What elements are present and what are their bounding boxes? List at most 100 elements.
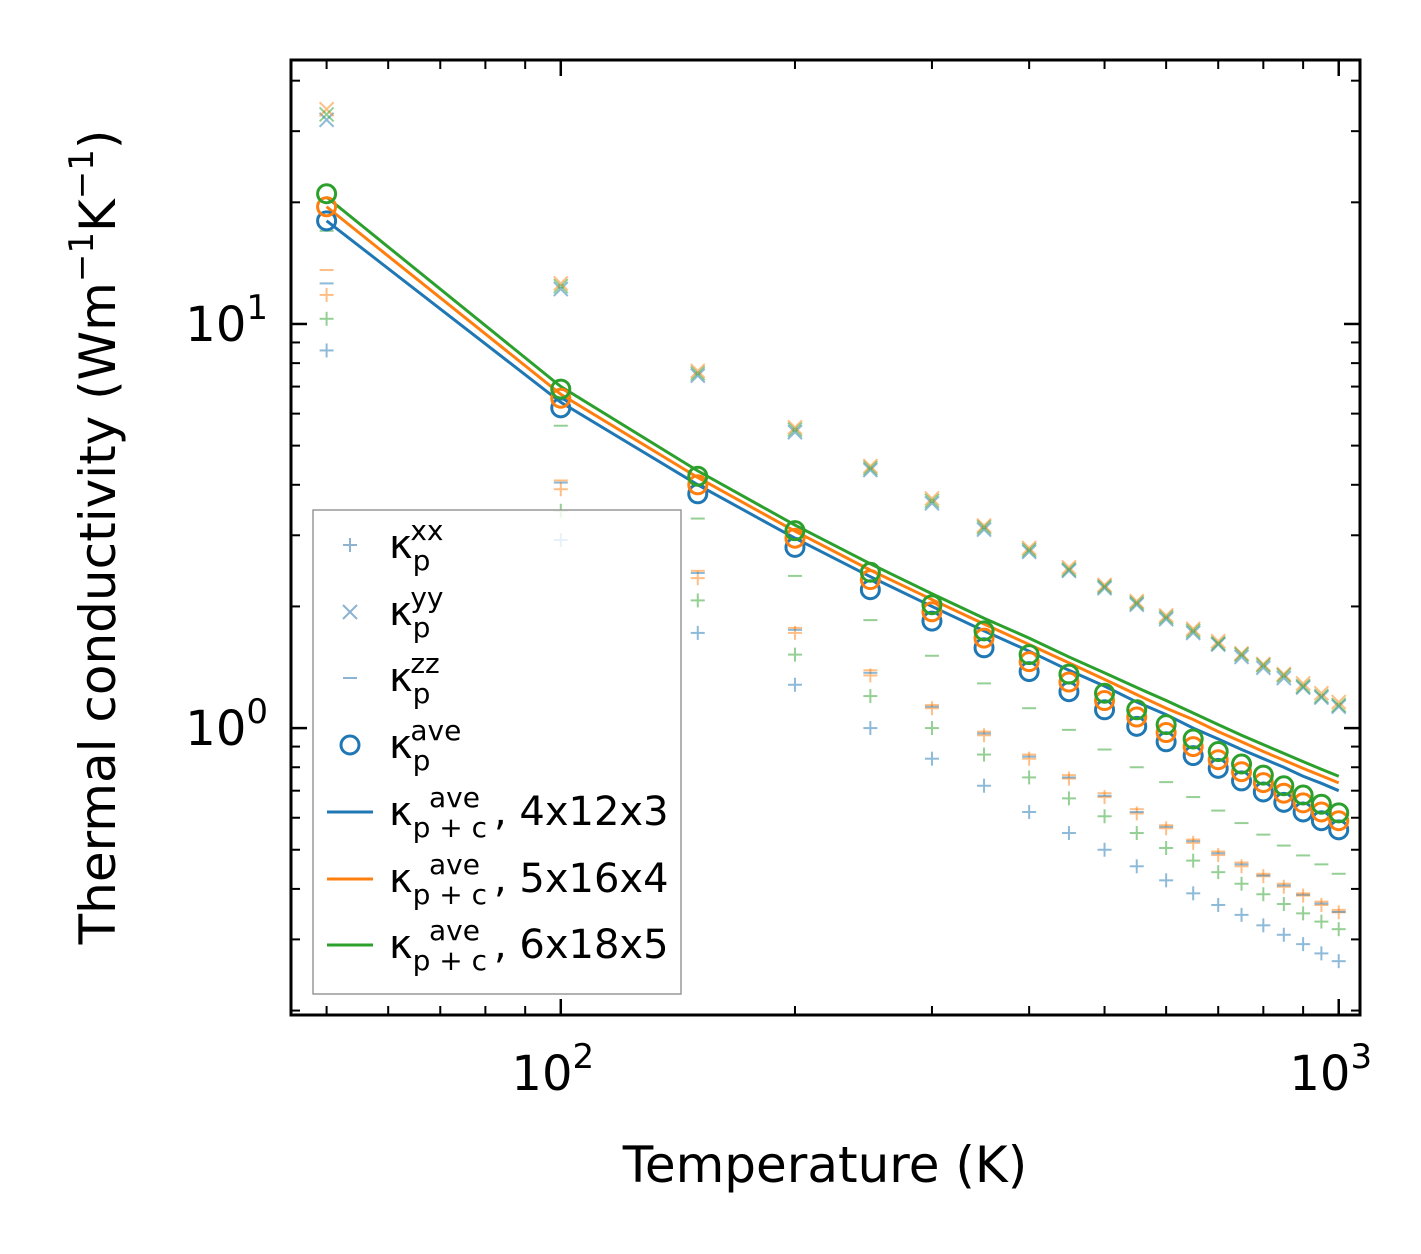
data-point-kappa_p_xx (1256, 918, 1271, 933)
x-marker-b (976, 519, 992, 535)
legend-label-symbol: κ (389, 655, 413, 701)
data-point-kappa_p_yy (1129, 595, 1145, 611)
data-point-kappa_p_ave (1328, 802, 1350, 824)
x-marker-b (1313, 688, 1330, 704)
data-point-kappa_p_yy (1255, 657, 1272, 674)
x-marker-b (553, 278, 569, 294)
y-axis-label-unit-k: K (69, 198, 127, 232)
data-point-kappa_p_ave (973, 620, 995, 642)
data-point-kappa_p_ave (859, 569, 881, 591)
legend-label-sup: ave (429, 848, 480, 881)
y-tick-label-exp: 1 (246, 288, 268, 328)
data-point-kappa_p_xx (1022, 804, 1037, 819)
legend-marker (343, 538, 357, 552)
data-point-kappa_p_yy (1185, 625, 1201, 641)
data-point-kappa_p_ave (316, 210, 338, 232)
data-point-kappa_p_yy (318, 106, 335, 123)
data-point-kappa_p_ave (550, 378, 572, 400)
x-marker-b (1061, 559, 1077, 575)
data-point-kappa_p_ave (1207, 741, 1229, 763)
data-point-kappa_p_yy (553, 278, 569, 294)
data-point-kappa_p_ave (1018, 651, 1040, 673)
legend-entry: κpxx (343, 514, 444, 577)
data-point-kappa_p_yy (1185, 621, 1201, 637)
series-line-kappa_pc_ave_6x18x5 (325, 195, 1340, 778)
data-point-kappa_p_ave (316, 183, 338, 205)
data-point-kappa_p_yy (1158, 611, 1174, 627)
data-point-kappa_p_yy (976, 519, 992, 535)
legend-label-suffix: , 6x18x5 (494, 922, 669, 968)
data-point-kappa_p_xx (1129, 826, 1144, 841)
data-point-kappa_p_ave (1252, 764, 1274, 786)
legend-label-suffix: , 4x12x3 (494, 789, 669, 835)
data-point-kappa_p_xx (1211, 848, 1226, 863)
circle-marker (1018, 651, 1040, 673)
data-point-kappa_p_xx (690, 593, 705, 608)
data-point-kappa_p_yy (1021, 544, 1037, 560)
legend-frame (312, 509, 682, 995)
y-tick-label-exp: 0 (246, 692, 268, 732)
x-marker-b (1129, 596, 1145, 613)
data-point-kappa_p_xx (1097, 790, 1112, 805)
data-point-kappa_p_xx (787, 677, 802, 692)
data-point-kappa_p_xx (977, 778, 992, 793)
data-point-kappa_p_yy (1233, 649, 1250, 665)
data-point-kappa_p_yy (787, 419, 803, 436)
data-point-kappa_p_xx (924, 751, 939, 766)
x-marker-b (924, 495, 940, 511)
x-marker-b (862, 462, 879, 478)
circle-marker (1328, 810, 1350, 832)
data-point-kappa_p_xx (1314, 914, 1329, 929)
x-marker-b (1158, 611, 1174, 627)
data-point-kappa_p_yy (1158, 609, 1174, 626)
x-tick-label-exp: 3 (1350, 1037, 1372, 1077)
circle-marker (973, 620, 995, 642)
legend-label-sup: xx (410, 514, 443, 547)
legend-label-symbol: κ (389, 789, 413, 835)
circle-marker (1058, 671, 1080, 693)
circle-marker (1126, 699, 1148, 721)
data-point-kappa_p_yy (1295, 675, 1311, 692)
x-marker-b (1313, 689, 1330, 706)
data-point-kappa_p_xx (1022, 770, 1037, 785)
data-point-kappa_p_xx (1314, 946, 1329, 961)
data-point-kappa_p_ave (921, 601, 943, 623)
y-tick-label: 101 (185, 288, 268, 353)
x-marker-b (690, 363, 706, 379)
circle-marker (1310, 793, 1332, 815)
x-tick-label-exp: 2 (572, 1037, 594, 1077)
x-marker-b (1255, 660, 1272, 676)
x-tick-label-base: 10 (1289, 1046, 1350, 1102)
y-tick-label-base: 10 (185, 297, 246, 353)
data-point-kappa_p_xx (1276, 879, 1291, 894)
data-point-kappa_p_xx (863, 689, 878, 704)
data-point-kappa_p_yy (1096, 580, 1113, 596)
circle-marker (316, 183, 338, 205)
x-marker-b (318, 101, 335, 117)
x-marker-b (318, 106, 335, 123)
data-point-kappa_p_xx (1234, 907, 1249, 922)
circle-marker (1252, 764, 1274, 786)
x-marker-b (1295, 678, 1311, 694)
legend-marker (339, 734, 361, 756)
data-point-kappa_p_ave (1058, 671, 1080, 693)
data-point-kappa_p_xx (1186, 853, 1201, 868)
circle-marker (1182, 728, 1204, 750)
x-tick-label: 102 (511, 1037, 594, 1102)
y-axis-label: Thermal conductivity (Wm−1K−1) (62, 130, 127, 946)
data-point-kappa_p_ave (1094, 690, 1116, 712)
y-axis-label-main: Thermal conductivity (Wm (69, 282, 127, 945)
circle-marker (339, 734, 361, 756)
data-point-kappa_p_yy (318, 101, 335, 117)
data-point-kappa_p_xx (1159, 821, 1174, 836)
legend-label-symbol: κ (389, 722, 413, 768)
data-point-kappa_p_yy (1313, 688, 1330, 704)
data-point-kappa_p_yy (1331, 698, 1347, 715)
data-point-kappa_p_yy (862, 458, 879, 474)
data-point-kappa_p_yy (553, 275, 569, 292)
data-point-kappa_p_yy (1331, 694, 1347, 710)
data-point-kappa_p_xx (1186, 886, 1201, 901)
series-line-kappa_pc_ave_5x16x4 (325, 205, 1340, 785)
